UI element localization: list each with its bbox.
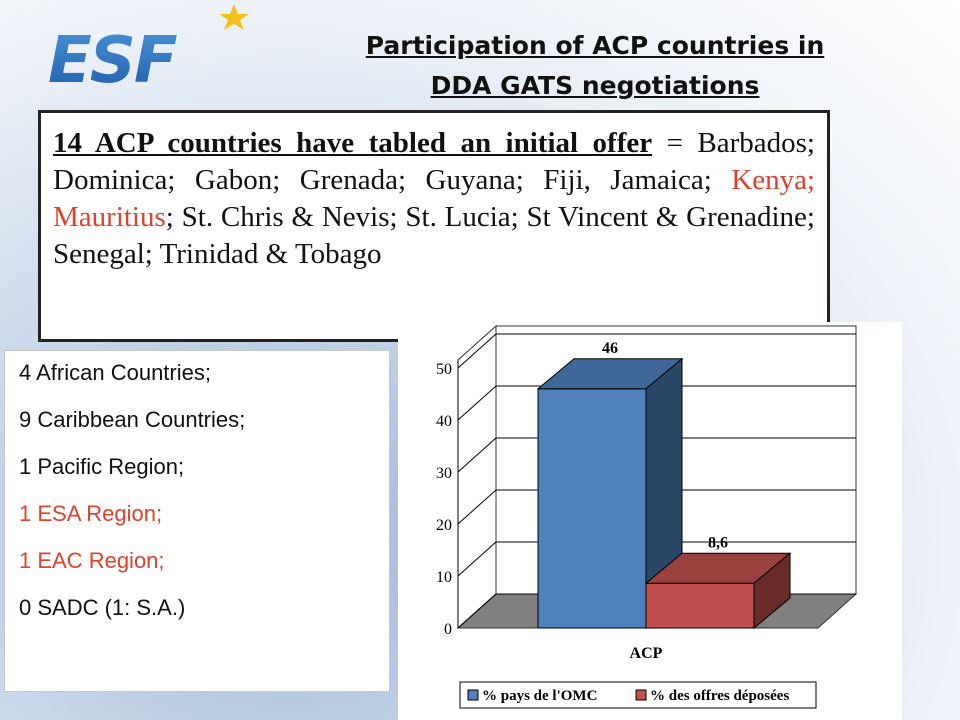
page-title: Participation of ACP countries in DDA GA… (300, 26, 890, 106)
region-item: 0 SADC (1: S.A.) (19, 595, 186, 620)
acp-bar-chart: 0 10 20 30 40 50 46 8,6 ACP % pays de l'OMC % des … (398, 322, 902, 720)
region-list: 4 African Countries; 9 Caribbean Countri… (4, 350, 390, 692)
data-label: 46 (602, 340, 618, 357)
gridline (457, 489, 856, 525)
y-tick-label: 40 (436, 413, 452, 430)
chart-svg: 0 10 20 30 40 50 46 8,6 ACP % pays de l'OMC % des … (436, 324, 858, 709)
legend-swatch (635, 689, 647, 701)
legend-label: % pays de l'OMC (482, 688, 597, 704)
bar-front (537, 388, 647, 629)
gridline (457, 437, 856, 473)
logo-text: ESF (48, 24, 177, 98)
offer-countries-highlight: Kenya; Mauritius (53, 164, 815, 233)
region-item: 1 ESA Region; (19, 501, 163, 526)
y-tick-label: 10 (436, 569, 452, 586)
chart-side-wall (457, 324, 497, 630)
initial-offer-box: 14 ACP countries have tabled an initial … (38, 110, 830, 342)
bar-front (645, 582, 755, 629)
offer-countries-b: ; St. Chris & Nevis; St. Lucia; St Vince… (53, 201, 815, 270)
x-category-label: ACP (630, 645, 663, 662)
title-line-2: DDA GATS negotiations (430, 71, 760, 100)
legend-label: % des offres déposées (650, 688, 789, 704)
gridline (457, 333, 856, 369)
region-item: 1 Pacific Region; (19, 454, 185, 479)
y-tick-label: 30 (436, 465, 452, 482)
esf-logo: ESF (48, 4, 249, 98)
region-item: 4 African Countries; (19, 360, 211, 385)
region-item: 1 EAC Region; (19, 548, 165, 573)
region-item: 9 Caribbean Countries; (19, 407, 246, 432)
bar-side (753, 552, 791, 630)
y-tick-label: 0 (444, 621, 452, 638)
legend-swatch (467, 689, 479, 701)
data-label: 8,6 (708, 534, 728, 551)
offer-equals: = (652, 127, 698, 159)
star-icon (219, 4, 249, 30)
title-line-1: Participation of ACP countries in (365, 31, 825, 60)
offer-lead: 14 ACP countries have tabled an initial … (53, 127, 653, 159)
gridline (457, 385, 856, 421)
gridline (457, 541, 856, 577)
y-tick-label: 50 (436, 361, 452, 378)
y-tick-label: 20 (436, 517, 452, 534)
offer-countries-a: Barbados; Dominica; Gabon; Grenada; Guya… (53, 127, 815, 196)
